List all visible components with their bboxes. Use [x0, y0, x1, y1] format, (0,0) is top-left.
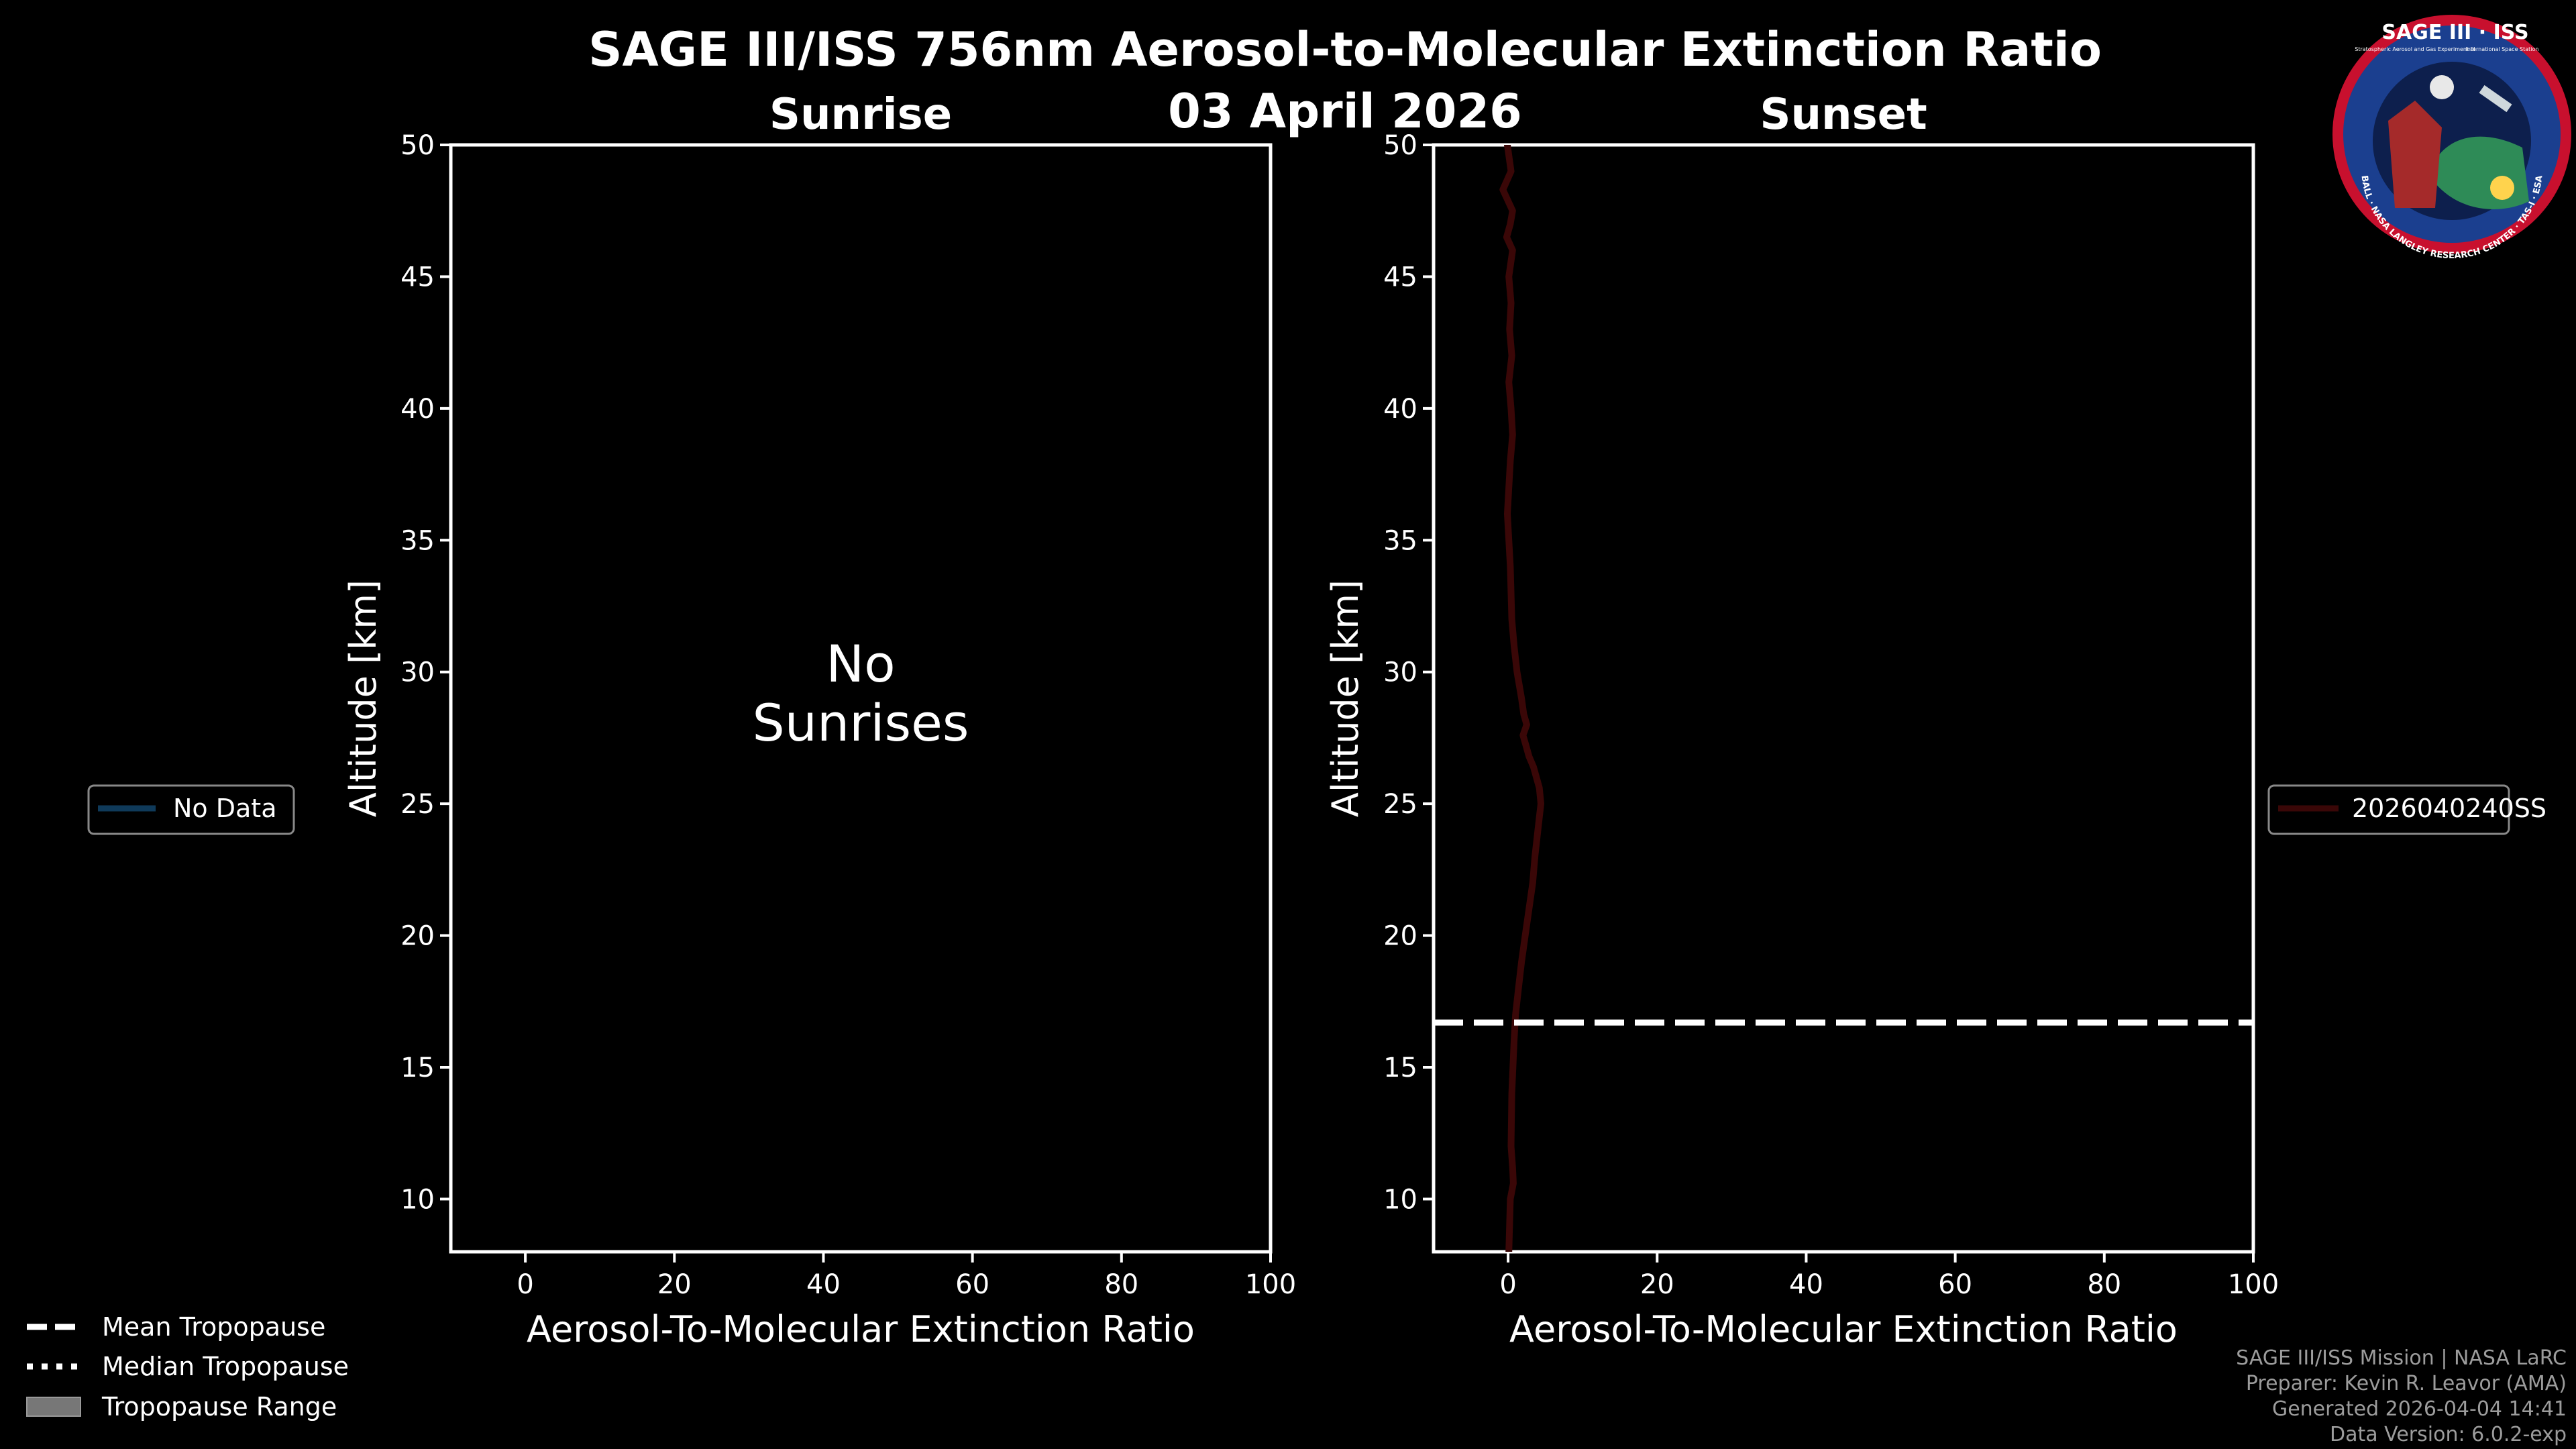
- sunrise-x-tick-label: 80: [1104, 1269, 1138, 1300]
- logo-subtitle-right: International Space Station: [2466, 46, 2539, 52]
- logo-subtitle-left: Stratospheric Aerosol and Gas Experiment…: [2355, 46, 2475, 52]
- sunset-plot-frame: [1432, 143, 2255, 1254]
- sunrise-y-tick-label: 10: [400, 1184, 435, 1215]
- sunrise-panel: Sunrise 0 20 40 60 80 100 10 15 20 25 30 35 40 45 50 N…: [87, 90, 1296, 1350]
- sunset-x-tick-label: 20: [1640, 1269, 1674, 1300]
- moon-icon: [2430, 75, 2454, 99]
- footer-generated: Generated 2026-04-04 14:41: [2272, 1397, 2567, 1421]
- sunset-x-tick-label: 100: [2228, 1269, 2279, 1300]
- sunset-legend-label: 2026040240SS: [2352, 794, 2546, 823]
- sunrise-x-axis-label: Aerosol-To-Molecular Extinction Ratio: [527, 1308, 1195, 1350]
- footer-preparer: Preparer: Kevin R. Leavor (AMA): [2246, 1372, 2567, 1395]
- figure-date: 03 April 2026: [1168, 84, 1522, 139]
- tropopause-range-label: Tropopause Range: [101, 1392, 337, 1421]
- sunset-y-tick-label: 20: [1383, 921, 1417, 952]
- sunset-profile-line: [1499, 145, 1544, 1252]
- sunset-y-tick-label: 45: [1383, 262, 1417, 292]
- sunrise-x-tick-label: 100: [1245, 1269, 1296, 1300]
- sunrise-plot-frame: [449, 143, 1273, 1254]
- sunset-legend: 2026040240SS: [2267, 784, 2546, 835]
- median-tropopause-label: Median Tropopause: [102, 1352, 349, 1381]
- sunrise-legend: No Data: [87, 784, 295, 835]
- sunset-legend-box: [2267, 784, 2510, 835]
- sunset-x-axis-label: Aerosol-To-Molecular Extinction Ratio: [1509, 1308, 2178, 1350]
- sunrise-x-tick-label: 40: [806, 1269, 841, 1300]
- sunrise-legend-box: [87, 784, 295, 835]
- sunset-y-tick-label: 35: [1383, 525, 1417, 556]
- sun-icon: [2490, 176, 2514, 200]
- logo-title: SAGE III · ISS: [2381, 21, 2528, 44]
- tropopause-range-swatch: [26, 1397, 81, 1417]
- sunrise-y-tick-label: 20: [400, 921, 435, 952]
- figure-title: SAGE III/ISS 756nm Aerosol-to-Molecular …: [588, 22, 2102, 77]
- sunrise-panel-title: Sunrise: [769, 90, 952, 140]
- sunrise-no-data-line1: No: [826, 634, 895, 694]
- sunset-x-tick-label: 40: [1789, 1269, 1823, 1300]
- sunset-x-tick-label: 80: [2087, 1269, 2121, 1300]
- sunset-x-tick-label: 0: [1499, 1269, 1516, 1300]
- sunset-x-tick-label: 60: [1938, 1269, 1972, 1300]
- sunrise-y-tick-label: 50: [400, 130, 435, 161]
- sunrise-y-tick-label: 25: [400, 789, 435, 820]
- sunrise-legend-label: No Data: [173, 794, 277, 823]
- sunset-y-tick-label: 50: [1383, 130, 1417, 161]
- sunrise-y-tick-label: 45: [400, 262, 435, 292]
- sunset-panel: Sunset 0 20 40 60 80 100 10 15 20 25 30 35 40 45 50 Ae…: [1324, 90, 2546, 1350]
- sage-iii-iss-mission-logo: SAGE III · ISS Stratospheric Aerosol and…: [2332, 15, 2571, 261]
- figure-cloak-icon: [2388, 101, 2442, 208]
- footer-mission: SAGE III/ISS Mission | NASA LaRC: [2236, 1346, 2567, 1370]
- sunrise-y-tick-label: 30: [400, 657, 435, 688]
- sunrise-x-tick-label: 0: [517, 1269, 533, 1300]
- sunrise-y-tick-label: 40: [400, 394, 435, 425]
- sunrise-x-tick-label: 20: [657, 1269, 692, 1300]
- sunset-y-tick-label: 30: [1383, 657, 1417, 688]
- sunrise-y-axis-label: Altitude [km]: [342, 580, 384, 817]
- sunset-y-tick-label: 25: [1383, 789, 1417, 820]
- sunset-y-tick-label: 10: [1383, 1184, 1417, 1215]
- mean-tropopause-label: Mean Tropopause: [102, 1312, 325, 1342]
- sunrise-y-tick-label: 15: [400, 1053, 435, 1083]
- space-station-icon: [2479, 85, 2512, 113]
- sunrise-no-data-line2: Sunrises: [753, 693, 969, 753]
- sunset-y-tick-label: 15: [1383, 1053, 1417, 1083]
- sunset-y-tick-label: 40: [1383, 394, 1417, 425]
- sunset-panel-title: Sunset: [1760, 90, 1927, 140]
- footer-credits: SAGE III/ISS Mission | NASA LaRC Prepare…: [2236, 1346, 2567, 1446]
- footer-version: Data Version: 6.0.2-exp: [2330, 1423, 2567, 1446]
- tropopause-legend: Mean Tropopause Median Tropopause Tropop…: [26, 1312, 349, 1421]
- sunrise-x-tick-label: 60: [955, 1269, 989, 1300]
- sunrise-y-tick-label: 35: [400, 525, 435, 556]
- sunset-y-axis-label: Altitude [km]: [1324, 580, 1366, 817]
